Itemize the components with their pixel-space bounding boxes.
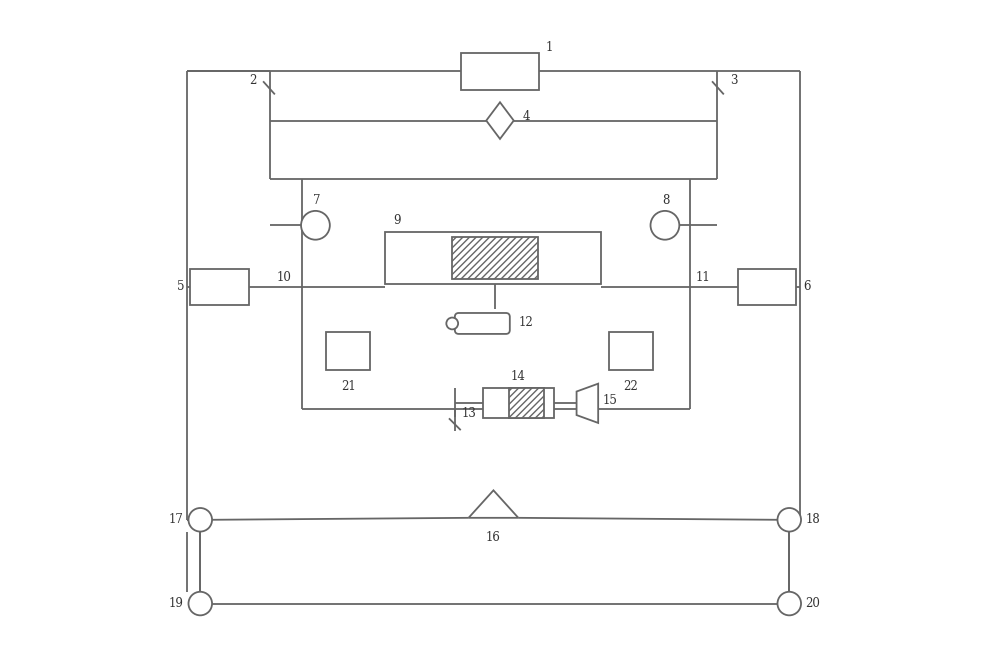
Bar	[738, 269, 796, 306]
Text: 21: 21	[341, 380, 356, 393]
Text: 18: 18	[806, 513, 820, 526]
Circle shape	[777, 508, 801, 531]
Text: 2: 2	[249, 73, 256, 86]
Bar	[483, 388, 554, 418]
Bar	[385, 232, 601, 284]
Text: 16: 16	[486, 531, 501, 544]
Polygon shape	[486, 102, 514, 139]
Text: 19: 19	[169, 597, 184, 610]
Text: 1: 1	[546, 41, 553, 53]
Text: 11: 11	[696, 271, 710, 284]
Text: 17: 17	[169, 513, 184, 526]
Text: 20: 20	[806, 597, 821, 610]
Text: 10: 10	[277, 271, 291, 284]
Polygon shape	[577, 383, 598, 423]
Polygon shape	[469, 490, 518, 518]
FancyBboxPatch shape	[455, 313, 510, 334]
Text: 9: 9	[394, 214, 401, 226]
Circle shape	[188, 508, 212, 531]
Text: 12: 12	[518, 316, 533, 329]
Text: 4: 4	[523, 110, 531, 123]
Circle shape	[651, 211, 679, 240]
Bar	[452, 236, 538, 279]
Circle shape	[188, 592, 212, 615]
Text: 6: 6	[803, 280, 811, 292]
Text: 22: 22	[624, 380, 638, 393]
Circle shape	[446, 317, 458, 329]
Text: 13: 13	[461, 407, 476, 420]
Text: 3: 3	[731, 73, 738, 86]
Circle shape	[301, 211, 330, 240]
Text: 5: 5	[177, 280, 184, 292]
Text: 14: 14	[511, 370, 526, 383]
Bar	[190, 269, 249, 306]
Text: 7: 7	[313, 194, 321, 207]
Bar	[609, 332, 653, 370]
Bar	[509, 388, 544, 418]
Circle shape	[777, 592, 801, 615]
Bar	[326, 332, 370, 370]
Text: 8: 8	[663, 194, 670, 207]
Text: 15: 15	[603, 394, 617, 407]
Bar	[461, 53, 539, 90]
